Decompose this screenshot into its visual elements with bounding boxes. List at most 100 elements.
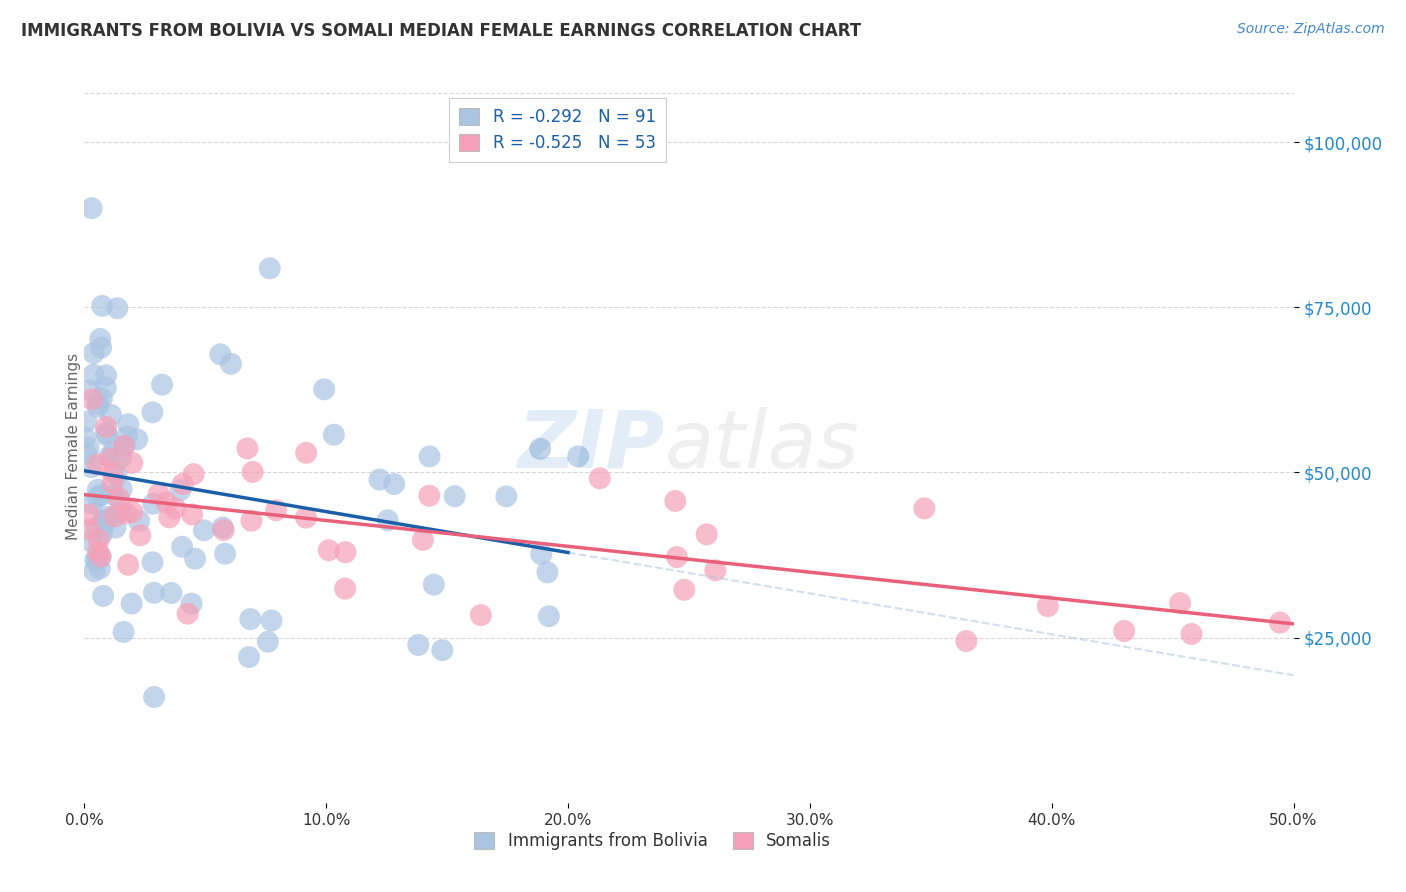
Point <box>103 443 125 458</box>
Point <box>172 477 194 491</box>
Point <box>87 458 110 472</box>
Point <box>382 477 405 491</box>
Point <box>79 522 101 536</box>
Point <box>665 550 688 565</box>
Point <box>176 607 198 621</box>
Point <box>155 495 177 509</box>
Point <box>75 431 97 445</box>
Point <box>242 465 264 479</box>
Point <box>87 491 110 505</box>
Point <box>90 527 112 541</box>
Point <box>83 564 105 578</box>
Point <box>239 612 262 626</box>
Point <box>90 341 112 355</box>
Point <box>172 540 194 554</box>
Point <box>183 467 205 481</box>
Point <box>105 467 128 482</box>
Point <box>470 608 492 623</box>
Point <box>143 690 166 704</box>
Point <box>219 357 242 371</box>
Point <box>211 520 233 534</box>
Point <box>90 391 112 405</box>
Point <box>127 433 149 447</box>
Point <box>530 547 553 561</box>
Point <box>105 301 128 316</box>
Point <box>912 501 935 516</box>
Point <box>115 507 138 521</box>
Point <box>955 634 977 648</box>
Point <box>75 415 97 429</box>
Point <box>1180 627 1202 641</box>
Point <box>408 638 430 652</box>
Point <box>418 489 440 503</box>
Point <box>91 589 114 603</box>
Point <box>80 392 103 407</box>
Point <box>121 597 143 611</box>
Point <box>212 523 235 537</box>
Point <box>318 543 340 558</box>
Point <box>96 510 118 524</box>
Point <box>87 396 110 410</box>
Point <box>295 446 318 460</box>
Point <box>236 442 259 456</box>
Point <box>295 510 318 524</box>
Point <box>419 450 441 464</box>
Point <box>80 201 103 215</box>
Point <box>86 521 108 535</box>
Point <box>165 501 187 516</box>
Point <box>94 368 117 383</box>
Point <box>100 451 122 466</box>
Point <box>115 429 138 443</box>
Point <box>83 346 105 360</box>
Point <box>82 368 104 382</box>
Point <box>87 483 110 497</box>
Point <box>1114 624 1136 638</box>
Point <box>117 417 139 432</box>
Point <box>108 491 131 506</box>
Text: atlas: atlas <box>665 407 859 485</box>
Point <box>536 566 558 580</box>
Point <box>93 513 115 527</box>
Point <box>128 514 150 528</box>
Point <box>87 533 110 547</box>
Point <box>98 450 121 464</box>
Point <box>214 547 236 561</box>
Point <box>181 508 204 522</box>
Point <box>184 551 207 566</box>
Point <box>103 488 125 502</box>
Point <box>259 261 281 276</box>
Point <box>90 549 112 564</box>
Text: IMMIGRANTS FROM BOLIVIA VS SOMALI MEDIAN FEMALE EARNINGS CORRELATION CHART: IMMIGRANTS FROM BOLIVIA VS SOMALI MEDIAN… <box>21 22 862 40</box>
Point <box>257 634 280 648</box>
Point <box>333 582 356 596</box>
Point <box>141 555 163 569</box>
Point <box>368 473 391 487</box>
Point <box>111 482 134 496</box>
Point <box>143 586 166 600</box>
Text: ZIP: ZIP <box>517 407 665 485</box>
Point <box>76 447 98 461</box>
Point <box>432 643 454 657</box>
Point <box>103 509 125 524</box>
Point <box>142 497 165 511</box>
Point <box>150 377 173 392</box>
Point <box>101 466 124 480</box>
Y-axis label: Median Female Earnings: Median Female Earnings <box>66 352 80 540</box>
Point <box>87 544 110 558</box>
Point <box>77 441 100 455</box>
Point <box>567 450 589 464</box>
Point <box>148 487 170 501</box>
Point <box>673 582 696 597</box>
Point <box>704 563 727 577</box>
Point <box>412 533 434 547</box>
Point <box>112 439 135 453</box>
Point <box>193 523 215 537</box>
Point <box>141 405 163 419</box>
Point <box>101 476 124 491</box>
Point <box>696 527 718 541</box>
Point <box>169 483 191 498</box>
Point <box>93 515 115 529</box>
Point <box>664 494 686 508</box>
Point <box>495 489 517 503</box>
Point <box>117 558 139 572</box>
